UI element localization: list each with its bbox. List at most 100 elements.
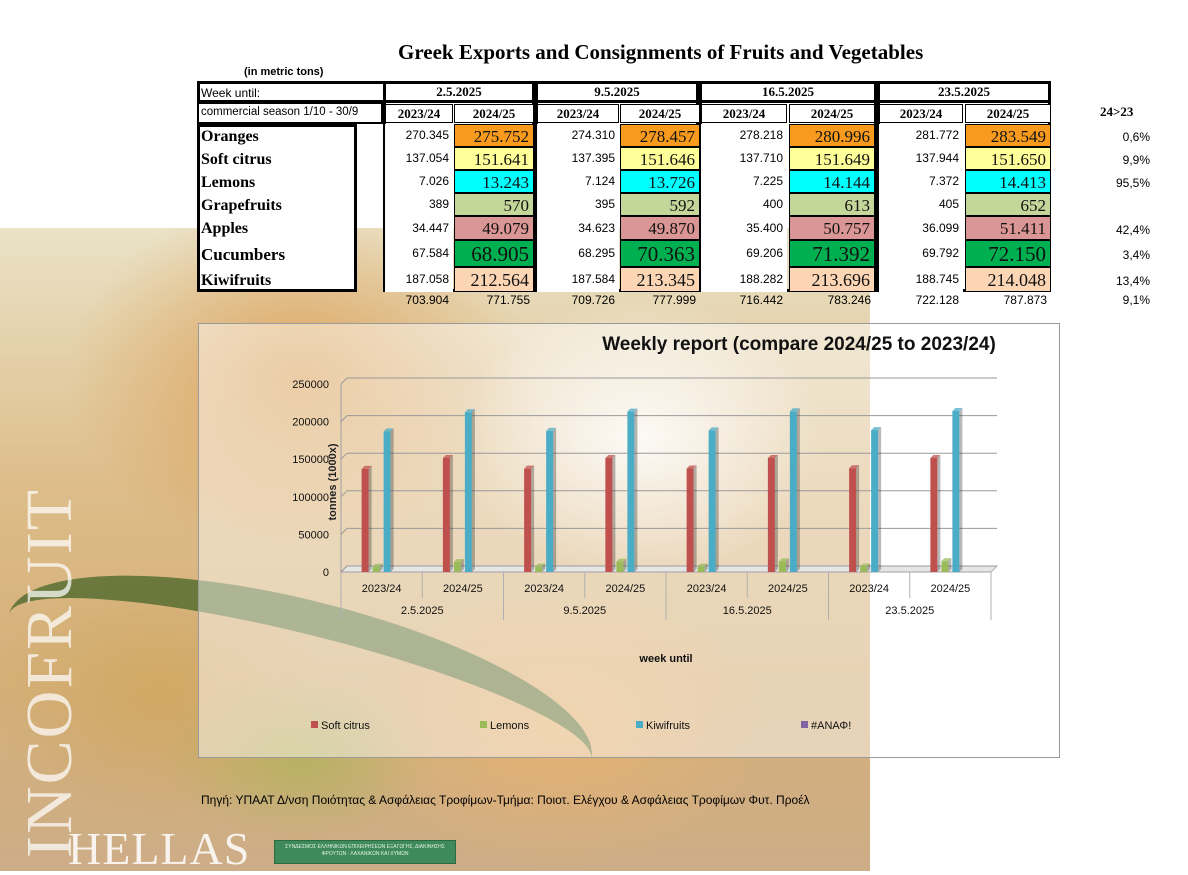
bar-top [708,427,719,431]
total-value: 722.128 [915,293,959,307]
value-cell-2024: 613 [789,193,875,216]
chart-panel: Weekly report (compare 2024/25 to 2023/2… [198,323,1060,758]
bar [605,457,613,572]
value-cell-2023: 270.345 [385,124,453,147]
bar-side [368,465,372,572]
bar [789,411,797,572]
pct-value: 13,4% [1115,274,1150,288]
product-label: Grapefruits [201,197,282,214]
product-label: Lemons [201,174,256,191]
bar-top [627,408,638,412]
bar-side [623,558,627,572]
bar-side [390,428,394,572]
gridline-side [340,565,348,573]
x-tick-label: 2024/25 [768,583,808,595]
value-cell-2023: 188.745 [879,267,963,292]
week-label: Week until: [201,86,261,100]
y-tick-label: 100000 [292,492,329,504]
bar-chart: Weekly report (compare 2024/25 to 2023/2… [292,334,999,732]
bar-side [612,454,616,572]
y-tick-label: 150000 [292,454,329,466]
value-cell-2024: 275.752 [454,124,534,147]
week-header: 9.5.2025 [594,84,640,99]
value-cell-2024: 652 [965,193,1051,216]
bar-side [785,558,789,572]
value-cell-2024: 70.363 [620,240,700,267]
value-cell-2024: 570 [454,193,534,216]
value-cell-2023: 34.447 [385,216,453,240]
x-tick-label: 2023/24 [362,583,402,595]
week-header: 16.5.2025 [762,84,814,99]
bar [767,457,775,572]
association-badge: ΣΥΝΔΕΣΜΟΣ ΕΛΛΗΝΙΚΩΝ ΕΠΙΧΕΙΡΗΣΕΩΝ ΕΞΑΓΩΓΗ… [274,840,456,864]
product-label: Kiwifruits [201,272,272,289]
value-cell-2023: 34.623 [537,216,619,240]
season-header: 2023/24 [385,104,453,123]
total-value: 771.755 [486,293,530,307]
value-cell-2023: 274.310 [537,124,619,147]
product-label: Apples [201,220,249,237]
bar-top [453,559,464,563]
pct-value: 95,5% [1115,176,1150,190]
product-column-frame [197,124,357,292]
x-tick-label: 2024/25 [930,583,970,595]
value-cell-2024: 151.649 [789,147,875,170]
product-label: Soft citrus [201,151,272,168]
week-group-frame [699,81,877,292]
value-cell-2024: 212.564 [454,267,534,292]
legend-label: Soft citrus [321,720,370,732]
x-tick-label: 2023/24 [849,583,889,595]
value-cell-2024: 71.392 [789,240,875,267]
value-cell-2024: 50.757 [789,216,875,240]
value-cell-2023: 7.372 [879,170,963,193]
bar-top [361,465,372,469]
total-value: 787.873 [1003,293,1047,307]
value-cell-2023: 187.584 [537,267,619,292]
x-tick-label: 2024/25 [443,583,483,595]
bar-top [849,465,860,469]
chart-title: Weekly report (compare 2024/25 to 2023/2… [602,334,996,355]
value-cell-2024: 14.144 [789,170,875,193]
bar-side [948,558,952,572]
y-tick-label: 50000 [298,529,329,541]
x-tick-label: 2023/24 [687,583,727,595]
bar [941,561,949,572]
gridline-side [340,415,348,422]
bar [849,468,857,572]
bar-top [952,408,963,412]
bar-top [789,408,800,412]
bar-side [460,559,464,572]
season-header: 2023/24 [879,104,963,123]
total-value: 703.904 [405,293,449,307]
gridline-side [340,377,348,385]
value-cell-2024: 151.646 [620,147,700,170]
bar-top [464,409,475,413]
bar-top [686,465,697,469]
bar [372,566,380,572]
bar [524,468,532,572]
x-group-label: 16.5.2025 [723,605,772,617]
gridline-side [340,452,348,460]
bar-side [937,454,941,572]
bar-side [379,563,383,572]
value-cell-2023: 137.054 [385,147,453,170]
chart-floor [339,565,999,573]
pct-value: 42,4% [1115,223,1150,237]
legend-swatch [801,721,808,728]
bar-side [449,454,453,572]
value-cell-2024: 213.345 [620,267,700,292]
bar-top [442,454,453,458]
value-cell-2023: 278.218 [701,124,787,147]
bar [464,412,472,572]
total-value: 777.999 [652,293,696,307]
bar [627,411,635,572]
season-header: 2023/24 [537,104,619,123]
bar-side [959,408,963,572]
pct-header: 24>23 [1100,104,1134,119]
value-cell-2024: 280.996 [789,124,875,147]
value-cell-2024: 151.650 [965,147,1051,170]
value-cell-2023: 69.792 [879,240,963,267]
season-header-frame [197,102,383,124]
bar [616,561,624,572]
product-label: Oranges [201,128,259,145]
